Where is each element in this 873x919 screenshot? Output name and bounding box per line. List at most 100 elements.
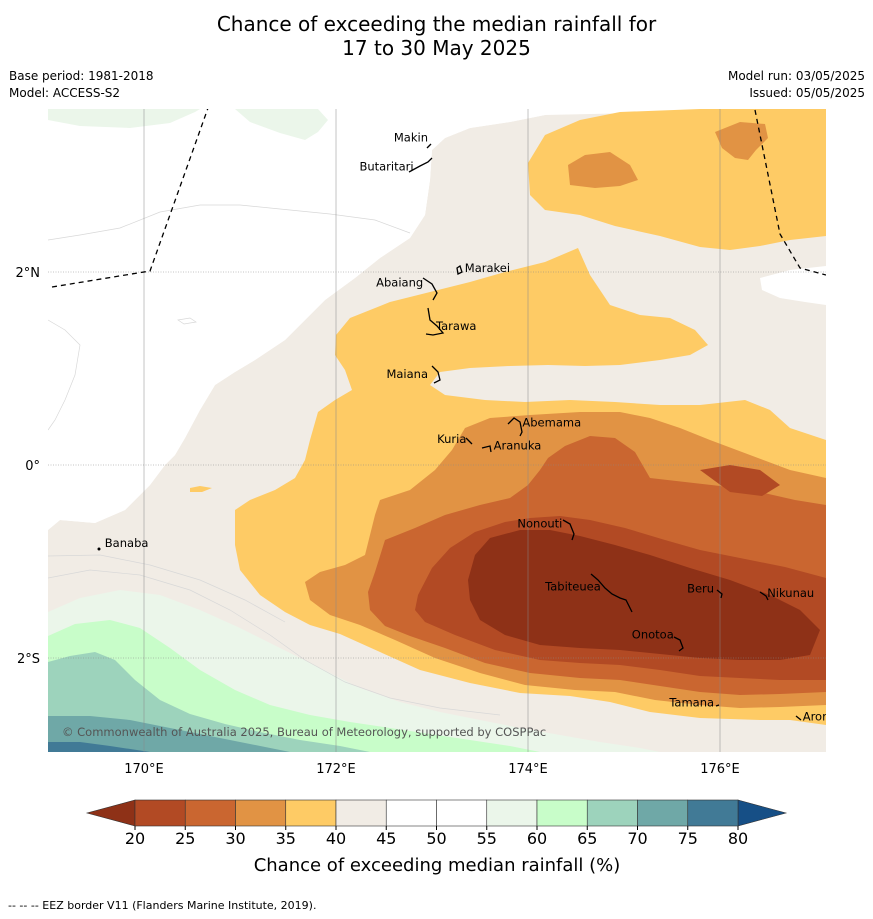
field-white-north: [48, 109, 545, 530]
lat-tick-0: 0°: [25, 459, 40, 474]
colorbar-segment-50-55: [436, 799, 488, 827]
colorbar-tick-25: 25: [175, 829, 195, 848]
title-line-2: 17 to 30 May 2025: [342, 36, 531, 60]
colorbar-segment-65-70: [586, 799, 638, 827]
field-35-40-speck: [190, 486, 212, 492]
copyright-notice: © Commonwealth of Australia 2025, Bureau…: [62, 725, 546, 739]
map-frame: Makin Butaritari Marakei Abaiang Tarawa Maian…: [48, 109, 841, 752]
graticule: [48, 109, 826, 752]
issued-date: Issued: 05/05/2025: [749, 86, 865, 100]
island-label-abaiang: Abaiang: [376, 275, 423, 289]
island-label-arorae: Arorae: [803, 710, 841, 724]
colorbar-segment-30-35: [235, 799, 287, 827]
onotoa-outline: [673, 636, 684, 652]
field-70-75: [48, 716, 290, 752]
colorbar-tick-30: 30: [225, 829, 245, 848]
field-55-60-north-2: [235, 109, 328, 140]
abemama-outline: [507, 417, 523, 437]
butaritari-outline: [408, 157, 433, 173]
meta-left: Base period: 1981-2018 Model: ACCESS-S2: [9, 68, 154, 102]
island-label-aranuka: Aranuka: [494, 439, 542, 453]
field-55-60-north: [48, 109, 200, 128]
island-label-tamana: Tamana: [668, 695, 714, 709]
model-run: Model run: 03/05/2025: [727, 69, 865, 83]
colorbar-tick-55: 55: [477, 829, 497, 848]
makin-outline: [426, 143, 432, 149]
lon-tick-170: 170°E: [124, 762, 164, 777]
colorbar-tick-60: 60: [527, 829, 547, 848]
lon-tick-174: 174°E: [508, 762, 548, 777]
island-label-tabiteuea: Tabiteuea: [544, 579, 601, 593]
colorbar-under-arrow: [85, 799, 136, 827]
abaiang-outline: [422, 277, 438, 301]
arorae-outline: [795, 715, 802, 721]
colorbar-tick-75: 75: [678, 829, 698, 848]
island-label-kuria: Kuria: [437, 432, 466, 446]
eez-border: [51, 109, 826, 288]
nikunau-outline: [759, 591, 769, 601]
island-label-makin: Makin: [394, 131, 428, 145]
lat-tick-2s: 2°S: [17, 652, 40, 667]
island-label-maiana: Maiana: [386, 367, 428, 381]
nonouti-outline: [562, 519, 575, 541]
lon-tick-176: 176°E: [700, 762, 740, 777]
island-label-tarawa: Tarawa: [435, 319, 476, 333]
island-label-abemama: Abemama: [522, 415, 581, 429]
colorbar-segment-35-40: [285, 799, 337, 827]
colorbar-tick-70: 70: [627, 829, 647, 848]
island-label-butaritari: Butaritari: [359, 160, 413, 174]
colorbar-segment-40-45: [335, 799, 387, 827]
tabiteuea-outline: [590, 573, 633, 613]
colorbar-segment-75-80: [687, 799, 739, 827]
colorbar-segment-20-25: [134, 799, 186, 827]
base-period: Base period: 1981-2018: [9, 69, 154, 83]
banaba-outline: [97, 547, 101, 551]
tarawa-outline: [425, 307, 445, 336]
colorbar-segments: [134, 799, 739, 827]
aranuka-outline: [481, 445, 492, 453]
colorbar-label: Chance of exceeding median rainfall (%): [254, 855, 621, 876]
lon-tick-172: 172°E: [316, 762, 356, 777]
title-line-1: Chance of exceeding the median rainfall …: [216, 12, 657, 36]
island-label-beru: Beru: [687, 581, 714, 595]
field-30-35-north-2: [568, 152, 638, 188]
island-label-nikunau: Nikunau: [767, 586, 814, 600]
field-under-20: [468, 530, 820, 660]
map-title: Chance of exceeding the median rainfall …: [0, 12, 873, 60]
tamana-outline: [715, 704, 720, 707]
model-name: Model: ACCESS-S2: [9, 86, 121, 100]
colorbar-tick-40: 40: [326, 829, 346, 848]
marakei-outline: [456, 264, 463, 275]
field-30-35-north: [715, 122, 768, 160]
maiana-outline: [431, 365, 441, 384]
colorbar-segment-55-60: [486, 799, 538, 827]
colorbar-ticks: 20 25 30 35 40 45 50 55 60 65 70 75 80: [125, 826, 748, 848]
island-label-marakei: Marakei: [465, 261, 510, 275]
colorbar-tick-35: 35: [276, 829, 296, 848]
meta-right: Model run: 03/05/2025 Issued: 05/05/2025: [728, 68, 865, 102]
lat-axis: 2°N 0° 2°S: [16, 266, 41, 667]
island-outlines: [97, 143, 802, 721]
island-label-onotoa: Onotoa: [632, 628, 674, 642]
island-label-nonouti: Nonouti: [517, 517, 562, 531]
colorbar-segment-25-30: [184, 799, 236, 827]
island-labels: Makin Butaritari Marakei Abaiang Tarawa Maian…: [105, 131, 841, 724]
colorbar-tick-65: 65: [577, 829, 597, 848]
eez-legend: -- -- -- EEZ border V11 (Flanders Marine…: [8, 899, 317, 912]
field-75-80: [48, 742, 150, 752]
kuria-outline: [465, 437, 473, 445]
field-white-east: [760, 266, 826, 305]
colorbar: 20 25 30 35 40 45 50 55 60 65 70 75 80 Chance of exc…: [85, 799, 788, 876]
colorbar-segment-70-75: [637, 799, 689, 827]
colorbar-tick-45: 45: [376, 829, 396, 848]
colorbar-segment-60-65: [536, 799, 588, 827]
island-label-banaba: Banaba: [105, 536, 149, 550]
colorbar-tick-80: 80: [728, 829, 748, 848]
colorbar-over-arrow: [737, 799, 788, 827]
contour-lines: [48, 204, 501, 716]
colorbar-tick-20: 20: [125, 829, 145, 848]
beru-outline: [716, 589, 723, 599]
lon-axis: 170°E 172°E 174°E 176°E: [124, 762, 740, 777]
colorbar-segment-45-50: [385, 799, 437, 827]
